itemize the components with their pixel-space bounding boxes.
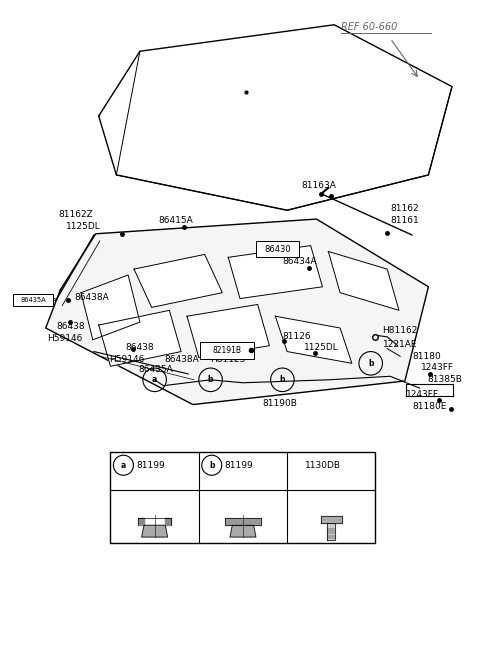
Text: 1125DL: 1125DL xyxy=(66,222,101,231)
Text: a: a xyxy=(152,375,157,384)
Text: H81162: H81162 xyxy=(383,326,418,335)
Text: 82191B: 82191B xyxy=(213,346,241,355)
Text: b: b xyxy=(209,461,215,470)
Text: a: a xyxy=(121,461,126,470)
Polygon shape xyxy=(99,310,181,366)
Polygon shape xyxy=(138,518,144,525)
Text: 81162: 81162 xyxy=(390,205,419,213)
Text: 1125DL: 1125DL xyxy=(303,343,338,352)
Text: 81190B: 81190B xyxy=(263,399,297,408)
Text: 86438A: 86438A xyxy=(74,293,108,302)
Bar xyxy=(110,451,375,543)
Polygon shape xyxy=(327,523,336,540)
Text: H59146: H59146 xyxy=(47,334,82,343)
Text: 1243FF: 1243FF xyxy=(406,390,439,400)
Polygon shape xyxy=(225,518,261,525)
Text: 1243FF: 1243FF xyxy=(421,363,455,373)
Text: 86438A: 86438A xyxy=(165,355,199,364)
Text: 86438: 86438 xyxy=(125,343,154,352)
Polygon shape xyxy=(328,251,399,310)
Polygon shape xyxy=(81,275,140,340)
Polygon shape xyxy=(230,525,256,537)
Text: 86434A: 86434A xyxy=(282,257,317,266)
Text: b: b xyxy=(208,375,213,384)
Text: 81162Z: 81162Z xyxy=(59,211,94,219)
Text: 81163A: 81163A xyxy=(302,181,336,190)
Text: 86435A: 86435A xyxy=(139,365,173,374)
Text: H81125: H81125 xyxy=(211,355,246,364)
Polygon shape xyxy=(46,219,429,405)
Text: H59146: H59146 xyxy=(109,355,144,364)
Text: 81199: 81199 xyxy=(136,461,165,470)
Polygon shape xyxy=(134,255,222,308)
Text: REF 60-660: REF 60-660 xyxy=(341,22,397,32)
Polygon shape xyxy=(165,518,171,525)
Polygon shape xyxy=(228,245,323,298)
Text: 81180: 81180 xyxy=(412,352,441,361)
Text: 81180E: 81180E xyxy=(412,402,446,411)
Text: 86435A: 86435A xyxy=(21,297,46,302)
Text: 1130DB: 1130DB xyxy=(305,461,341,470)
Bar xyxy=(200,342,254,359)
Text: 81199: 81199 xyxy=(225,461,253,470)
Polygon shape xyxy=(276,316,352,363)
Polygon shape xyxy=(321,516,342,523)
Text: 86415A: 86415A xyxy=(159,216,193,225)
Text: 86438: 86438 xyxy=(56,322,85,331)
Text: 1221AE: 1221AE xyxy=(383,340,417,349)
Bar xyxy=(13,294,53,306)
Text: 81126: 81126 xyxy=(282,331,311,340)
Polygon shape xyxy=(187,304,269,358)
Text: b: b xyxy=(368,359,373,368)
Text: b: b xyxy=(280,375,285,384)
Text: 81385B: 81385B xyxy=(427,375,462,384)
Text: 86430: 86430 xyxy=(264,245,291,254)
Bar xyxy=(256,241,299,257)
Polygon shape xyxy=(142,525,168,537)
Text: 81161: 81161 xyxy=(390,216,419,225)
